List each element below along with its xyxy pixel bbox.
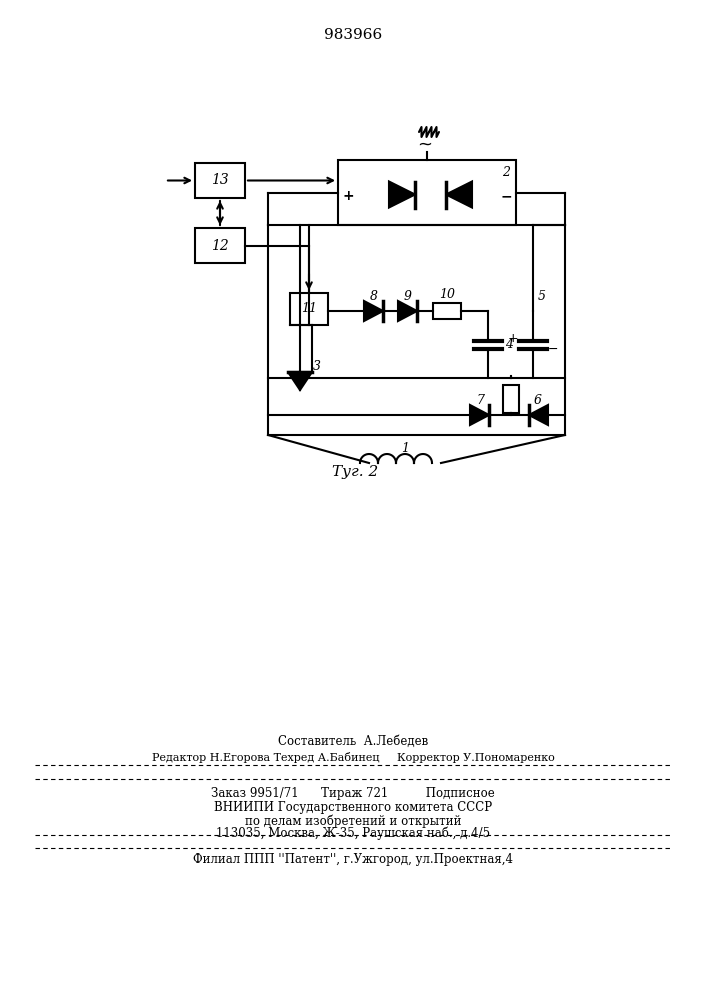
Text: 113035, Москва, Ж-35, Раушская наб., д.4/5: 113035, Москва, Ж-35, Раушская наб., д.4… — [216, 827, 490, 840]
Text: Составитель  А.Лебедев: Составитель А.Лебедев — [278, 735, 428, 748]
Polygon shape — [389, 182, 415, 208]
Text: −: − — [548, 342, 559, 356]
Text: 983966: 983966 — [324, 28, 382, 42]
Polygon shape — [529, 405, 548, 425]
Text: ВНИИПИ Государственного комитета СССР: ВНИИПИ Государственного комитета СССР — [214, 801, 492, 814]
Text: 11: 11 — [301, 302, 317, 316]
Text: 5: 5 — [538, 290, 546, 302]
Text: Редактор Н.Егорова Техред А.Бабинец     Корректор У.Пономаренко: Редактор Н.Егорова Техред А.Бабинец Корр… — [151, 752, 554, 763]
Text: 2: 2 — [502, 165, 510, 178]
Text: ~: ~ — [418, 136, 433, 154]
Text: 6: 6 — [534, 394, 542, 408]
Polygon shape — [288, 372, 312, 390]
Text: Заказ 9951/71      Тираж 721          Подписное: Заказ 9951/71 Тираж 721 Подписное — [211, 787, 495, 800]
Text: 4: 4 — [505, 338, 513, 352]
Text: 12: 12 — [211, 238, 229, 252]
Text: 8: 8 — [370, 290, 378, 302]
Polygon shape — [470, 405, 489, 425]
Bar — [503, 385, 519, 413]
Text: 1: 1 — [401, 442, 409, 456]
Text: 3: 3 — [313, 360, 321, 373]
Text: 10: 10 — [439, 288, 455, 300]
Bar — [433, 303, 461, 319]
Text: Филиал ППП ''Патент'', г.Ужгород, ул.Проектная,4: Филиал ППП ''Патент'', г.Ужгород, ул.Про… — [193, 853, 513, 866]
Text: +: + — [342, 190, 354, 204]
Text: +: + — [508, 332, 518, 346]
Text: по делам изобретений и открытий: по делам изобретений и открытий — [245, 814, 461, 828]
Text: Τуг. 2: Τуг. 2 — [332, 465, 378, 479]
Text: 9: 9 — [404, 290, 412, 302]
Bar — [195, 163, 245, 198]
Text: 13: 13 — [211, 174, 229, 188]
Bar — [290, 293, 328, 325]
Polygon shape — [446, 182, 472, 208]
Polygon shape — [398, 301, 417, 321]
Text: 7: 7 — [476, 394, 484, 408]
Text: −: − — [500, 190, 512, 204]
Bar — [195, 228, 245, 263]
Polygon shape — [364, 301, 383, 321]
Bar — [338, 160, 516, 225]
